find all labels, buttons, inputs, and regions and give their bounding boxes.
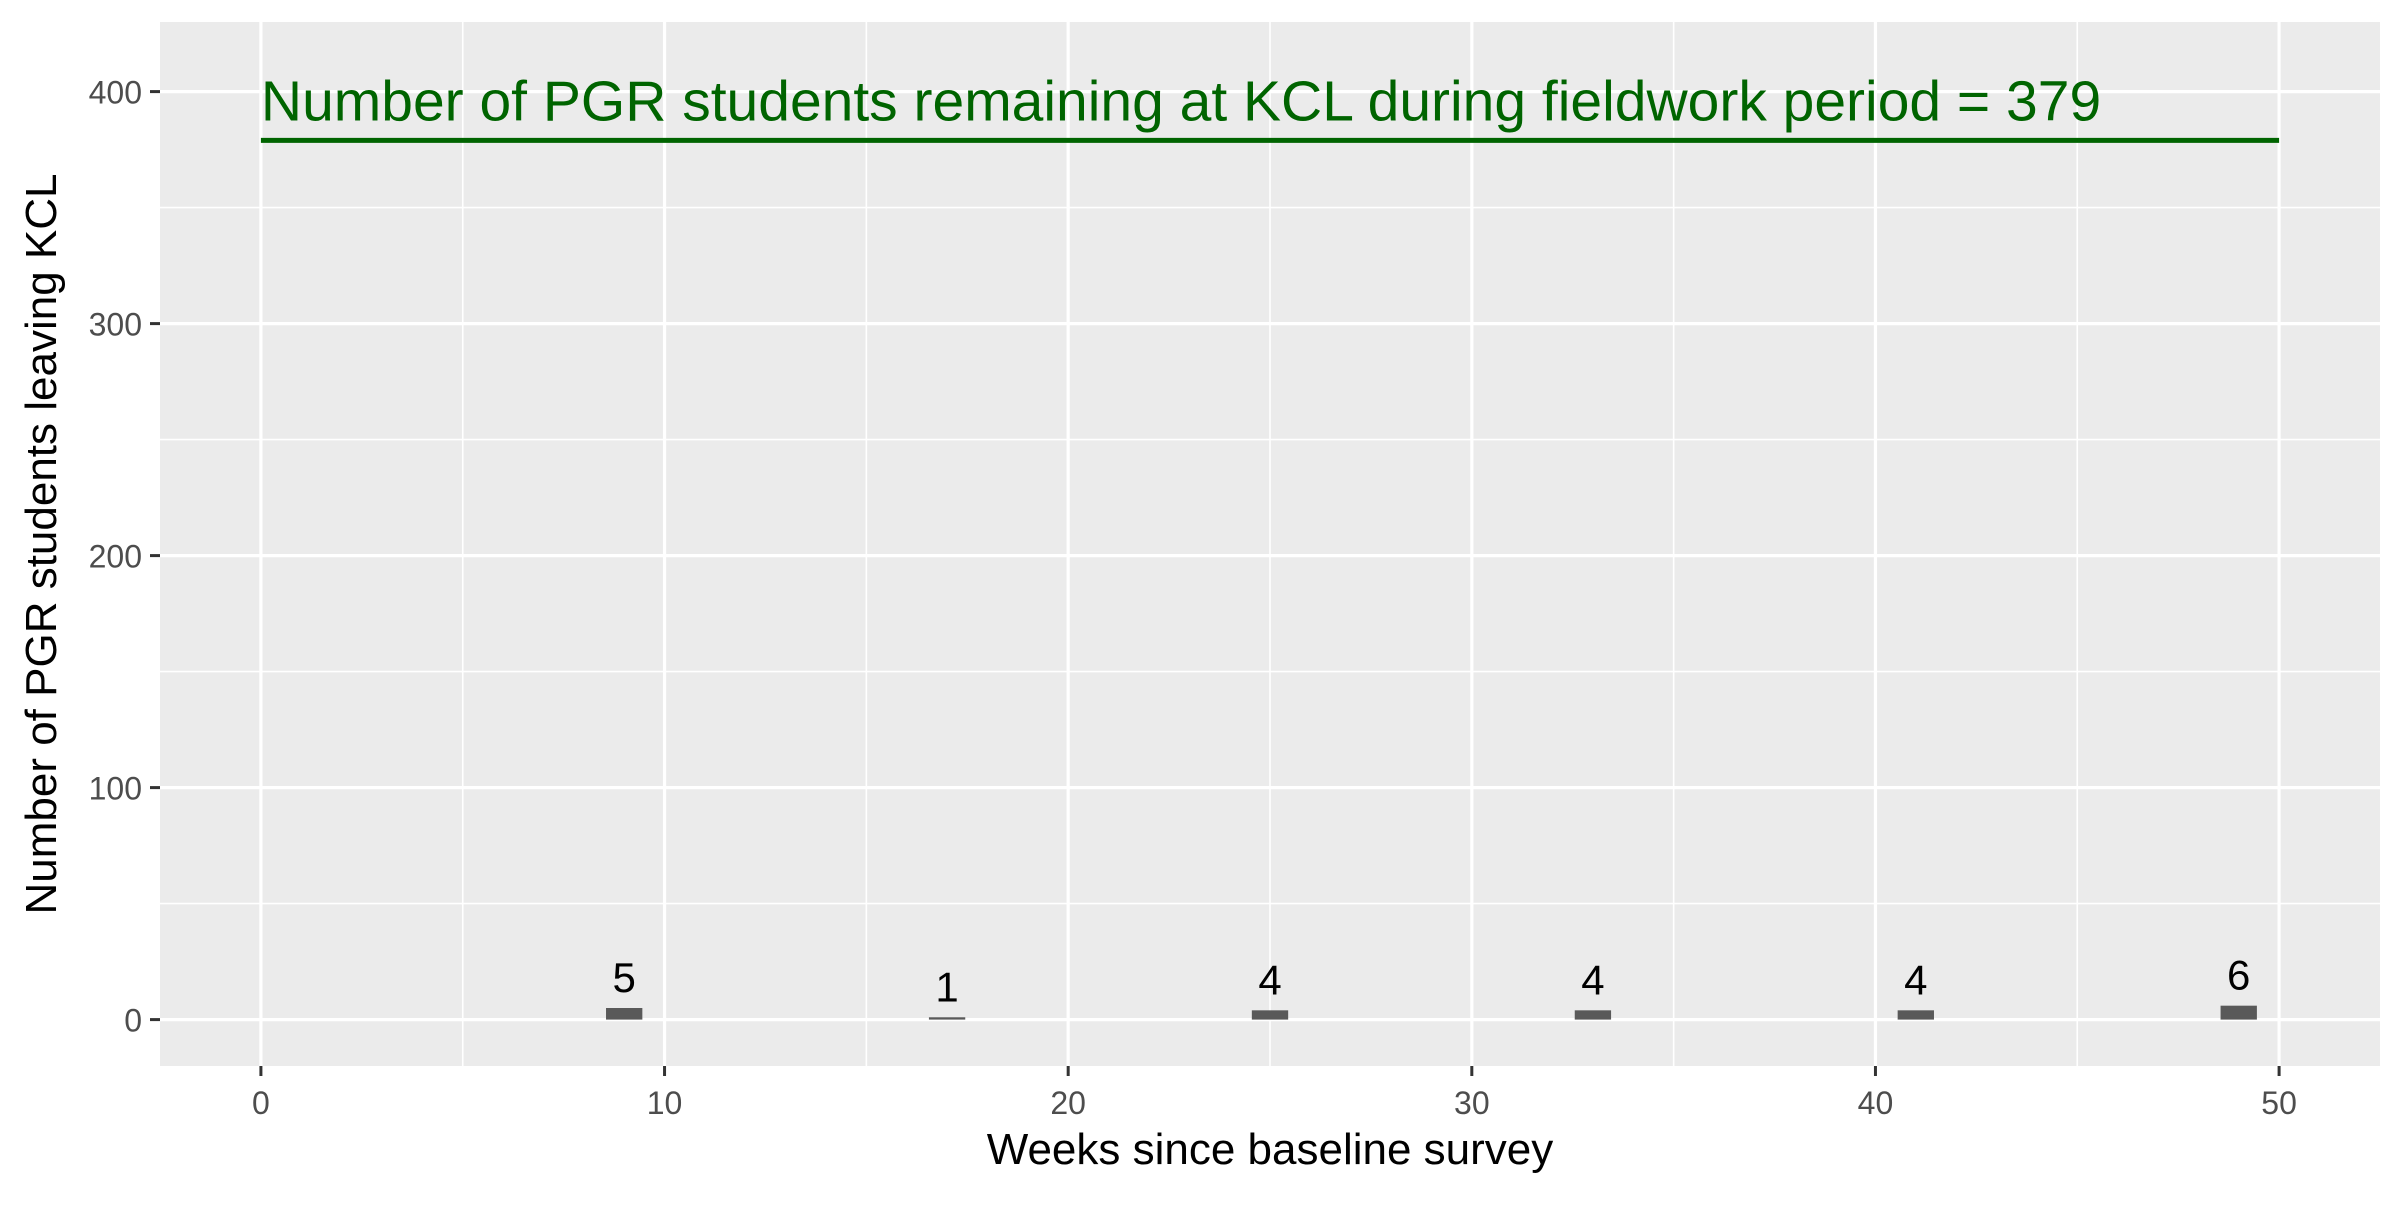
bar-week-17 — [928, 1017, 966, 1020]
bar-week-49 — [2220, 1005, 2257, 1020]
bar-label-week-9: 5 — [613, 954, 636, 1001]
y-tick-label: 100 — [89, 771, 142, 807]
bar-label-week-25: 4 — [1258, 956, 1281, 1003]
x-tick-label: 20 — [1050, 1085, 1086, 1121]
bar-data-labels: 5 1 4 4 4 6 — [613, 952, 2251, 1011]
bar-week-33 — [1574, 1010, 1612, 1020]
bar-label-week-41: 4 — [1904, 956, 1927, 1003]
x-axis: 0 10 20 30 40 50 — [252, 1066, 2297, 1121]
bar-label-week-33: 4 — [1581, 956, 1604, 1003]
y-tick-label: 0 — [124, 1003, 142, 1039]
major-gridlines — [160, 22, 2380, 1066]
x-tick-label: 40 — [1858, 1085, 1894, 1121]
minor-gridlines — [160, 22, 2380, 1066]
bar-label-week-49: 6 — [2227, 952, 2250, 999]
x-tick-label: 0 — [252, 1085, 270, 1121]
x-tick-label: 50 — [2261, 1085, 2297, 1121]
y-tick-label: 300 — [89, 307, 142, 343]
bar-week-25 — [1251, 1010, 1289, 1020]
x-tick-label: 30 — [1454, 1085, 1490, 1121]
y-axis-title: Number of PGR students leaving KCL — [17, 173, 66, 914]
x-axis-title: Weeks since baseline survey — [987, 1125, 1554, 1174]
y-tick-label: 400 — [89, 75, 142, 111]
y-axis: 0 100 200 300 400 — [89, 75, 160, 1039]
x-tick-label: 10 — [647, 1085, 683, 1121]
bars — [606, 1005, 2257, 1020]
bar-week-41 — [1897, 1010, 1934, 1020]
reference-line-label: Number of PGR students remaining at KCL … — [261, 69, 2101, 133]
bar-week-9 — [606, 1008, 643, 1020]
y-tick-label: 200 — [89, 539, 142, 575]
bar-label-week-17: 1 — [935, 963, 958, 1010]
